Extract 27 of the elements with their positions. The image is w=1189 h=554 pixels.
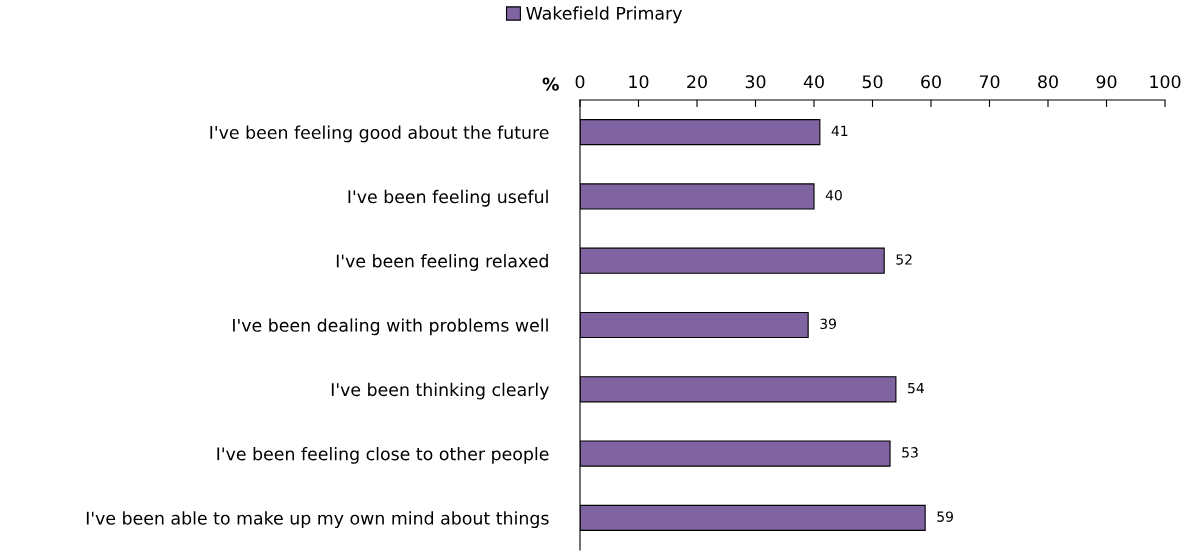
- data-label: 41: [831, 125, 848, 136]
- x-tick-label: 30: [745, 75, 766, 89]
- y-tick-label: I've been feeling useful: [348, 189, 548, 207]
- x-tick-label: 90: [1096, 75, 1117, 89]
- data-label: 52: [896, 254, 912, 265]
- x-tick-label: 20: [687, 75, 707, 89]
- x-tick-label: 70: [979, 75, 1000, 89]
- x-axis-title: %: [542, 77, 559, 91]
- y-tick-label: I've been feeling relaxed: [336, 254, 548, 271]
- data-label: 39: [820, 318, 836, 330]
- x-tick-label: 10: [629, 75, 649, 89]
- x-tick-label: 50: [862, 75, 883, 89]
- x-tick-label: 80: [1038, 75, 1058, 89]
- y-tick-label: I've been able to make up my own mind about things: [86, 511, 549, 529]
- x-tick-label: 60: [921, 75, 941, 89]
- data-label: 53: [902, 447, 918, 458]
- x-tick-label: 40: [803, 75, 824, 89]
- data-label: 54: [908, 382, 924, 394]
- y-tick-label: I've been thinking clearly: [331, 382, 549, 400]
- x-tick-label: 0: [575, 75, 585, 89]
- y-tick-label: I've been feeling close to other people: [217, 446, 549, 464]
- data-label: 59: [937, 511, 953, 522]
- data-label: 40: [825, 189, 842, 201]
- y-tick-label: I've been feeling good about the future: [210, 125, 549, 143]
- y-tick-label: I've been dealing with problems well: [233, 318, 548, 336]
- legend-label: Wakefield Primary: [526, 6, 682, 24]
- x-tick-label: 100: [1150, 75, 1181, 89]
